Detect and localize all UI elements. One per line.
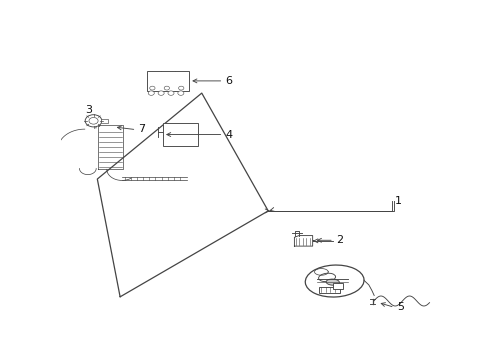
Text: 4: 4 (226, 130, 233, 140)
Circle shape (89, 117, 98, 124)
Text: 1: 1 (394, 196, 402, 206)
FancyBboxPatch shape (319, 287, 341, 293)
Text: 7: 7 (138, 124, 145, 134)
Text: 5: 5 (397, 302, 404, 312)
Circle shape (178, 86, 184, 90)
Circle shape (158, 91, 164, 95)
Text: 6: 6 (226, 76, 233, 86)
Bar (163, 123, 198, 146)
Circle shape (168, 91, 174, 95)
Bar (101, 119, 108, 123)
Text: 2: 2 (336, 235, 343, 245)
Circle shape (164, 86, 170, 90)
Bar (147, 71, 189, 91)
Ellipse shape (318, 273, 336, 282)
Circle shape (150, 86, 155, 90)
Circle shape (178, 91, 184, 95)
Ellipse shape (305, 265, 364, 297)
Bar (333, 283, 343, 288)
Text: 3: 3 (85, 105, 93, 115)
Ellipse shape (326, 279, 340, 285)
Circle shape (85, 115, 102, 127)
Circle shape (148, 91, 154, 95)
